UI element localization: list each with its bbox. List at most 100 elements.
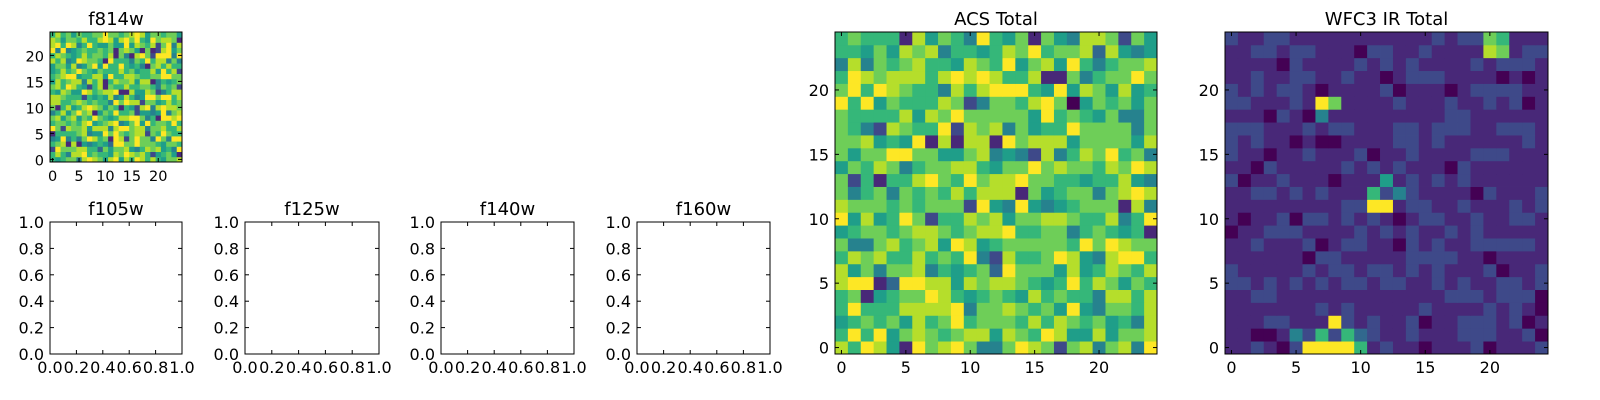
heatmap-cell (1118, 199, 1132, 213)
heatmap-cell (1237, 135, 1252, 149)
heatmap-cell (118, 52, 125, 59)
heatmap-cell (92, 136, 98, 142)
heatmap-cell (1354, 160, 1368, 175)
heatmap-cell (1380, 186, 1394, 200)
heatmap-cell (123, 130, 130, 137)
heatmap-cell (1002, 212, 1016, 226)
heatmap-cell (1535, 238, 1549, 252)
heatmap-cell (145, 73, 151, 80)
heatmap-cell (81, 151, 88, 158)
x-tick-label: 0.2 (455, 358, 480, 377)
heatmap-cell (102, 89, 109, 95)
heatmap-cell (938, 341, 952, 355)
heatmap-cell (1380, 44, 1394, 59)
heatmap-cell (1066, 83, 1081, 97)
heatmap-cell (1354, 225, 1368, 239)
heatmap-cell (55, 151, 61, 158)
heatmap-cell (113, 146, 120, 152)
heatmap-cell (912, 160, 926, 175)
heatmap-cell (1079, 212, 1093, 226)
heatmap-cell (1118, 70, 1132, 84)
heatmap-cell (963, 96, 978, 110)
heatmap-cell (873, 70, 887, 84)
heatmap-cell (166, 156, 172, 163)
heatmap-cell (1053, 250, 1068, 265)
heatmap-cell (1418, 328, 1433, 342)
heatmap-cell (71, 94, 77, 100)
heatmap-cell (847, 250, 862, 265)
heatmap-cell (1392, 122, 1407, 136)
heatmap-cell (71, 58, 77, 64)
heatmap-cell (1028, 57, 1042, 72)
heatmap-cell (1066, 212, 1081, 226)
heatmap-cell (938, 160, 952, 175)
x-tick-label: 1.0 (366, 358, 391, 377)
heatmap-cell (835, 328, 849, 342)
heatmap-cell (1237, 276, 1252, 290)
heatmap-cell (1444, 135, 1458, 149)
heatmap-cell (92, 94, 98, 100)
heatmap-cell (1302, 44, 1316, 59)
heatmap-cell (1237, 328, 1252, 342)
heatmap-cell (1457, 70, 1471, 84)
heatmap-cell (1470, 173, 1484, 187)
heatmap-cell (1483, 135, 1497, 149)
heatmap-cell (1079, 186, 1093, 200)
heatmap-cell (1367, 341, 1381, 355)
heatmap-cell (886, 328, 900, 342)
heatmap-cell (55, 47, 61, 54)
heatmap-cell (150, 141, 156, 147)
heatmap-cell (102, 84, 109, 90)
heatmap-cell (1444, 83, 1458, 97)
heatmap-cell (113, 58, 120, 64)
heatmap-cell (1302, 109, 1316, 123)
heatmap-cell (1079, 96, 1093, 110)
heatmap-cell (1431, 328, 1446, 342)
heatmap-cell (1066, 186, 1081, 200)
heatmap-cell (81, 42, 88, 48)
heatmap-cell (1225, 263, 1239, 278)
heatmap-cell (166, 141, 172, 147)
heatmap-cell (1315, 44, 1329, 59)
heatmap-cell (129, 146, 135, 152)
heatmap-cell (1418, 199, 1433, 213)
heatmap-cell (1250, 109, 1265, 123)
heatmap-cell (1483, 263, 1497, 278)
heatmap-cell (1431, 238, 1446, 252)
heatmap-cell (113, 42, 120, 48)
heatmap-cell (76, 115, 83, 121)
heatmap-cell (1041, 57, 1055, 72)
heatmap-cell (150, 47, 156, 54)
heatmap-cell (1522, 96, 1536, 110)
heatmap-cell (1405, 199, 1420, 213)
heatmap-cell (886, 57, 900, 72)
heatmap-cell (118, 104, 125, 111)
heatmap-cell (1328, 328, 1342, 342)
heatmap-cell (71, 32, 77, 38)
heatmap-cell (1053, 315, 1068, 329)
heatmap-cell (925, 315, 939, 329)
heatmap-cell (1225, 173, 1239, 187)
heatmap-cell (1289, 212, 1303, 226)
heatmap-cell (76, 120, 83, 126)
heatmap-cell (129, 52, 135, 59)
heatmap-cell (989, 199, 1003, 213)
heatmap-cell (97, 99, 104, 106)
heatmap-cell (118, 84, 125, 90)
heatmap-cell (160, 141, 167, 147)
heatmap-cell (176, 136, 183, 142)
heatmap-cell (1535, 341, 1549, 355)
heatmap-cell (50, 141, 56, 147)
heatmap-cell (1053, 289, 1068, 303)
heatmap-cell (171, 42, 178, 48)
heatmap-cell (81, 63, 88, 69)
heatmap-cell (873, 122, 887, 136)
heatmap-cell (873, 328, 887, 342)
heatmap-cell (1535, 83, 1549, 97)
heatmap-cell (860, 173, 875, 187)
heatmap-cell (166, 42, 172, 48)
heatmap-cell (1015, 186, 1029, 200)
heatmap-cell (847, 276, 862, 290)
heatmap-cell (963, 109, 978, 123)
heatmap-cell (1328, 122, 1342, 136)
